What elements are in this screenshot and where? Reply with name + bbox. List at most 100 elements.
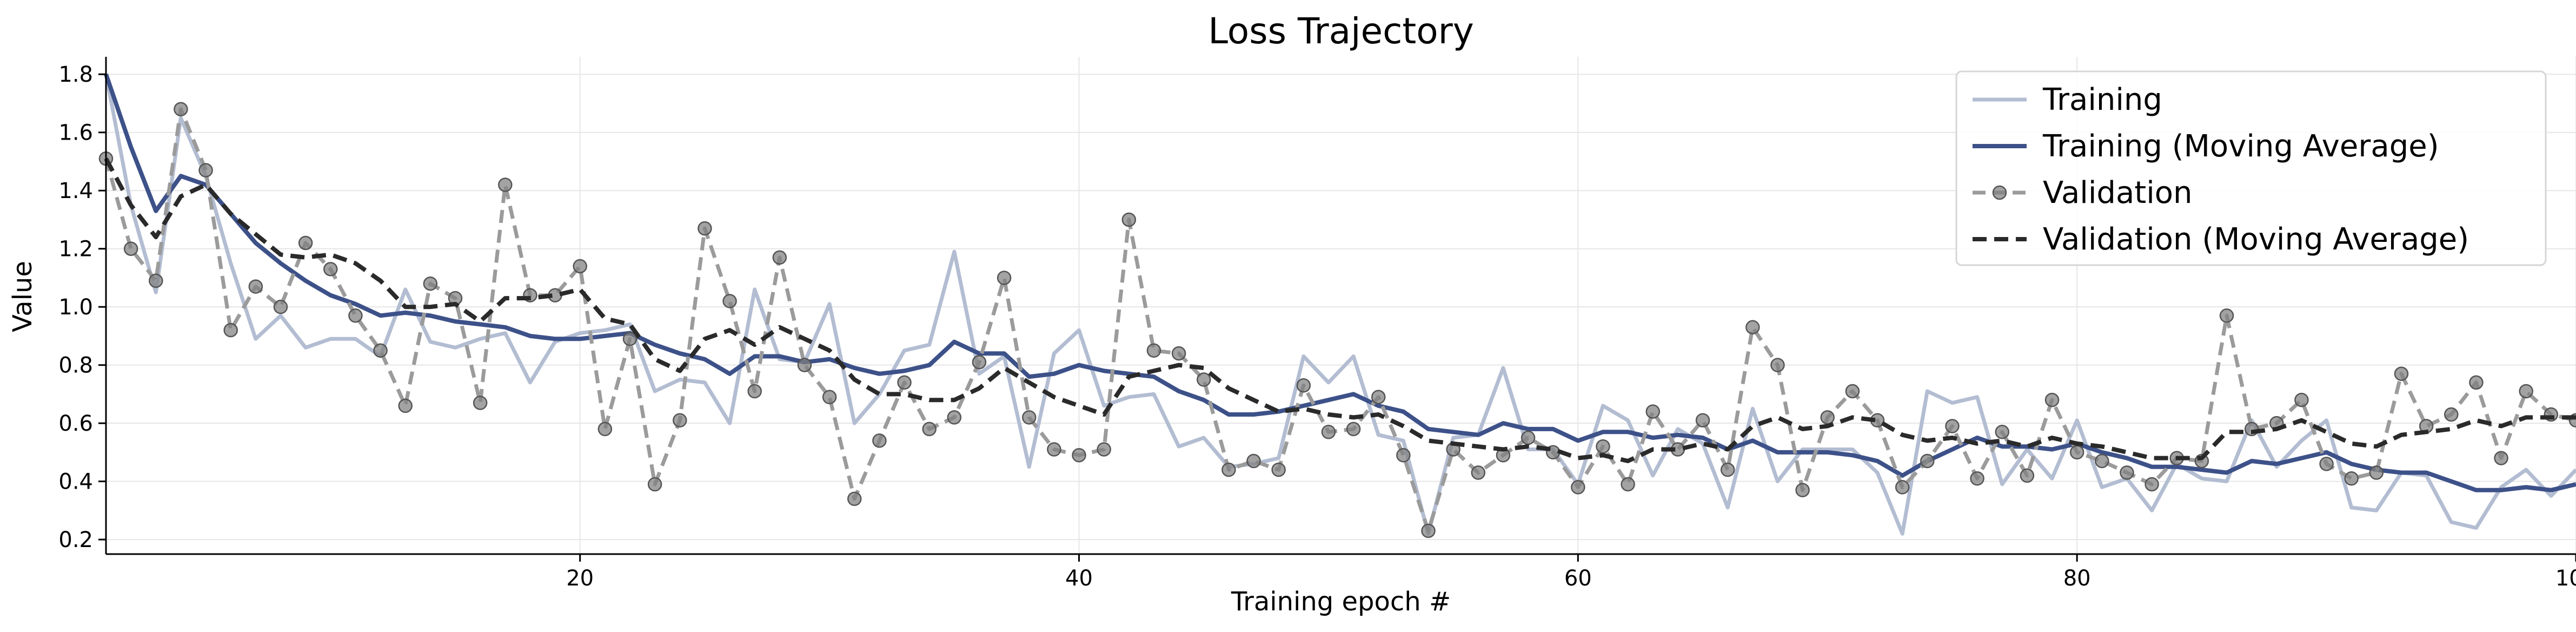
data-point (1745, 320, 1760, 335)
legend-box (1955, 70, 2547, 266)
data-point (922, 422, 937, 437)
legend-label: Training (Moving Average) (2042, 129, 2439, 164)
y-tick-label: 1.0 (58, 295, 93, 320)
x-axis-label: Training epoch # (1231, 587, 1451, 617)
x-tick-label: 60 (1564, 566, 1592, 591)
data-point (2294, 392, 2309, 407)
data-point (1221, 462, 1236, 477)
data-point (1770, 358, 1785, 372)
data-point (248, 279, 263, 294)
data-point (847, 491, 862, 506)
data-point (1970, 471, 1984, 486)
data-point (1371, 390, 1386, 405)
data-point (149, 273, 163, 288)
data-point (1121, 212, 1137, 227)
data-point (2069, 445, 2084, 460)
data-point (1021, 410, 1037, 425)
y-tick-label: 1.8 (58, 62, 93, 87)
series-line (104, 74, 2576, 536)
data-point (2469, 375, 2484, 390)
data-point (2519, 384, 2533, 399)
data-point (2095, 453, 2109, 469)
data-point (1945, 419, 1960, 433)
series-3 (104, 157, 2576, 463)
chart-title: Loss Trajectory (1208, 10, 1474, 52)
y-tick-label: 0.8 (58, 353, 93, 378)
series-1 (104, 73, 2576, 492)
data-point (673, 413, 687, 428)
data-point (323, 262, 338, 276)
data-point (997, 271, 1012, 285)
data-point (622, 332, 638, 346)
y-tick-label: 0.4 (58, 470, 93, 495)
data-point (1072, 448, 1086, 463)
legend-entry: Training (Moving Average) (1973, 129, 2439, 164)
data-point (698, 221, 712, 236)
data-point (747, 384, 762, 399)
legend-entry: Training (1973, 82, 2162, 117)
data-point (1346, 422, 1361, 437)
data-point (298, 235, 313, 251)
data-point (1321, 425, 1336, 439)
data-point (2344, 471, 2359, 486)
data-point (1795, 483, 1810, 498)
data-point (1246, 453, 1261, 469)
data-point (398, 398, 413, 413)
data-point (373, 343, 388, 358)
x-tick-label: 40 (1065, 566, 1093, 591)
data-point (872, 433, 887, 448)
data-point (174, 102, 188, 116)
data-point (2369, 465, 2384, 480)
data-point (573, 259, 587, 274)
x-tick-label: 100 (2555, 566, 2576, 591)
data-point (2044, 392, 2060, 407)
y-tick-label: 1.2 (58, 237, 93, 262)
series-line (104, 157, 2576, 463)
data-point (1645, 404, 1661, 419)
legend-label: Validation (2043, 175, 2193, 210)
data-point (1720, 462, 1735, 477)
data-point (2394, 366, 2409, 381)
data-point (1421, 523, 1436, 538)
legend-marker (1992, 185, 2007, 200)
data-point (198, 163, 213, 177)
data-point (597, 422, 613, 437)
data-point (897, 375, 912, 390)
data-point (1196, 372, 1211, 387)
data-point (1097, 442, 1111, 457)
y-axis-label: Value (8, 261, 38, 332)
data-point (1271, 462, 1286, 477)
data-point (2120, 465, 2134, 480)
data-point (473, 396, 488, 410)
legend-label: Training (2042, 82, 2162, 117)
data-point (1396, 448, 1411, 463)
y-tick-label: 1.6 (58, 121, 93, 146)
legend-entry: Validation (1973, 175, 2193, 210)
series-layer (98, 73, 2576, 538)
data-point (273, 299, 288, 314)
data-point (348, 308, 363, 323)
data-point (2020, 468, 2035, 483)
data-point (972, 355, 987, 370)
data-point (772, 250, 787, 265)
y-tick-label: 0.6 (58, 411, 93, 436)
data-point (1171, 346, 1186, 361)
series-line (104, 73, 2576, 492)
data-point (1146, 343, 1161, 358)
series-line (104, 107, 2576, 533)
data-point (223, 322, 238, 338)
data-point (423, 276, 438, 291)
y-tick-label: 1.4 (58, 179, 93, 203)
data-point (2319, 457, 2334, 471)
data-point (2219, 308, 2234, 323)
data-point (1820, 410, 1835, 425)
data-point (1047, 442, 1061, 457)
data-point (1521, 430, 1536, 445)
data-point (1895, 480, 1910, 495)
data-point (1296, 378, 1311, 393)
data-point (1695, 413, 1710, 428)
data-point (2444, 407, 2459, 422)
data-point (1471, 465, 1486, 480)
data-point (1571, 480, 1585, 495)
